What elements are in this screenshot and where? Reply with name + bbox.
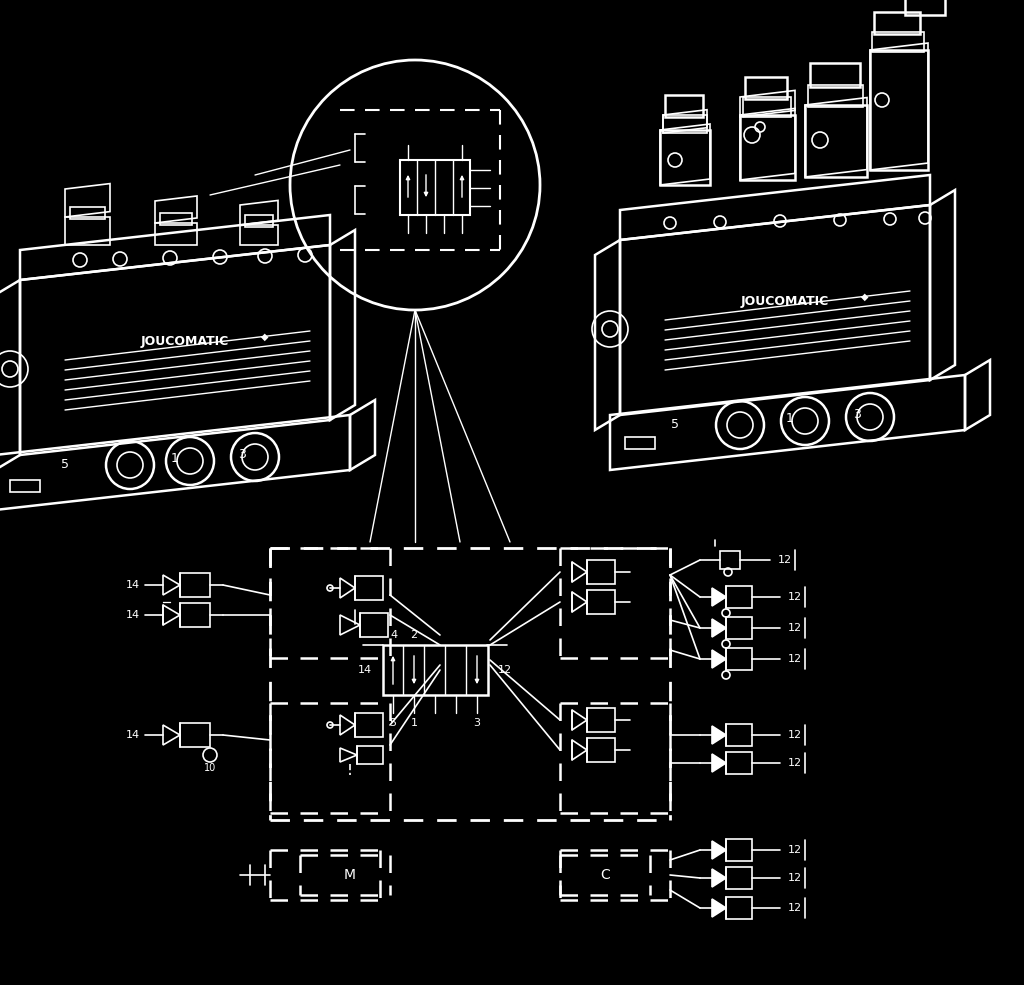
Text: 2: 2 <box>411 630 418 640</box>
Bar <box>10 480 40 492</box>
Bar <box>905 0 945 15</box>
Bar <box>400 160 470 215</box>
Text: 5: 5 <box>671 419 679 431</box>
Bar <box>726 839 752 861</box>
Bar <box>245 215 273 227</box>
Text: 12: 12 <box>787 845 802 855</box>
Text: 3: 3 <box>853 408 861 421</box>
Text: ◆: ◆ <box>861 292 868 302</box>
Text: 12: 12 <box>778 555 792 565</box>
Bar <box>587 738 615 762</box>
Bar <box>665 95 703 117</box>
Text: 14: 14 <box>126 610 140 620</box>
Polygon shape <box>712 726 726 744</box>
Text: 3: 3 <box>473 718 480 728</box>
Text: JOUCOMATIC: JOUCOMATIC <box>141 336 229 349</box>
Polygon shape <box>712 869 726 887</box>
Text: 5: 5 <box>389 718 396 728</box>
Text: 12: 12 <box>787 730 802 740</box>
Bar <box>808 85 863 107</box>
Text: 5: 5 <box>61 458 69 472</box>
Bar <box>726 586 752 608</box>
Bar <box>805 105 867 177</box>
Text: 4: 4 <box>390 630 397 640</box>
Bar <box>870 50 928 170</box>
Bar <box>745 77 787 99</box>
Text: 12: 12 <box>787 654 802 664</box>
Bar <box>743 97 791 117</box>
Bar <box>663 115 707 133</box>
Text: 12: 12 <box>787 592 802 602</box>
Text: 12: 12 <box>787 873 802 883</box>
Polygon shape <box>712 754 726 772</box>
Text: 3: 3 <box>238 447 246 461</box>
Text: 14: 14 <box>126 580 140 590</box>
Bar <box>383 645 488 695</box>
Bar <box>155 223 197 245</box>
Polygon shape <box>712 899 726 917</box>
Bar <box>874 12 920 34</box>
Bar <box>872 32 924 52</box>
Bar <box>625 437 655 449</box>
Bar <box>720 551 740 569</box>
Polygon shape <box>712 841 726 859</box>
Bar <box>587 590 615 614</box>
Text: 1: 1 <box>171 451 179 465</box>
Bar <box>587 708 615 732</box>
Bar <box>726 648 752 670</box>
Bar <box>726 867 752 889</box>
Text: 10: 10 <box>204 763 216 773</box>
Bar <box>360 613 388 637</box>
Text: JOUCOMATIC: JOUCOMATIC <box>741 296 829 308</box>
Text: 12: 12 <box>787 623 802 633</box>
Bar <box>180 723 210 747</box>
Bar <box>160 213 193 225</box>
Text: 1: 1 <box>786 412 794 425</box>
Text: 12: 12 <box>787 758 802 768</box>
Bar <box>726 617 752 639</box>
Bar <box>726 752 752 774</box>
Text: ◆: ◆ <box>261 332 268 342</box>
Bar <box>355 713 383 737</box>
Text: 14: 14 <box>126 730 140 740</box>
Bar <box>240 225 278 245</box>
Text: 1: 1 <box>411 718 418 728</box>
Text: 14: 14 <box>358 665 372 675</box>
Polygon shape <box>712 588 726 606</box>
Bar <box>180 603 210 627</box>
Text: 12: 12 <box>498 665 512 675</box>
Text: M: M <box>344 868 356 882</box>
Bar <box>355 576 383 600</box>
Bar <box>810 63 860 87</box>
Bar <box>726 897 752 919</box>
Bar <box>740 115 795 180</box>
Bar <box>70 207 105 219</box>
Bar <box>587 560 615 584</box>
Polygon shape <box>712 619 726 637</box>
Text: 12: 12 <box>787 903 802 913</box>
Bar <box>180 573 210 597</box>
Bar <box>65 217 110 245</box>
Bar <box>660 130 710 185</box>
Polygon shape <box>712 650 726 668</box>
Bar <box>726 724 752 746</box>
Text: C: C <box>600 868 610 882</box>
Bar <box>357 746 383 764</box>
